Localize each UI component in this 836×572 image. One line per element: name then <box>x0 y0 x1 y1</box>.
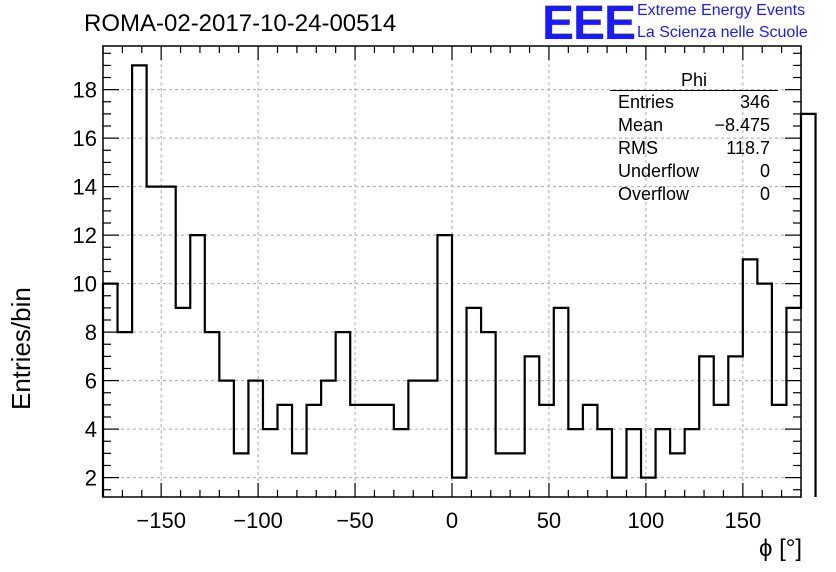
logo-line-2: La Scienza nelle Scuole <box>637 24 808 41</box>
y-tick-label: 16 <box>73 126 97 151</box>
x-axis-label: ϕ [°] <box>758 535 802 562</box>
histogram-bin <box>670 453 685 497</box>
stats-label: Entries <box>618 92 675 112</box>
histogram-bin <box>554 308 569 497</box>
stats-label: Mean <box>618 115 664 135</box>
stats-value: 0 <box>759 161 770 181</box>
histogram-series <box>101 64 817 497</box>
histogram-bin <box>481 332 496 497</box>
histogram-bin <box>452 478 467 497</box>
histogram-bin <box>278 405 293 497</box>
y-tick-label: 8 <box>85 320 97 345</box>
stats-row-rms: RMS 118.7 <box>610 137 778 160</box>
histogram-bin <box>307 405 322 497</box>
histogram-bin <box>597 429 612 497</box>
stats-label: RMS <box>618 138 658 158</box>
histogram-bin <box>379 405 394 497</box>
histogram-bin <box>510 453 525 497</box>
histogram-bin <box>525 356 540 497</box>
histogram-bin <box>205 332 220 497</box>
histogram-bin <box>437 235 452 497</box>
stats-value: 0 <box>759 184 770 204</box>
y-tick-label: 6 <box>85 369 97 394</box>
x-tick-label: 150 <box>724 508 761 533</box>
x-tick-label: −150 <box>136 508 186 533</box>
stats-row-underflow: Underflow 0 <box>610 160 778 183</box>
histogram-bin <box>248 381 263 497</box>
histogram-bin <box>394 429 409 497</box>
histogram-bin <box>714 405 729 497</box>
tick-labels: −150 −100 −50 0 50 100 150 2 4 6 8 10 12 14 16 18 <box>73 78 762 533</box>
histogram-bin <box>568 429 583 497</box>
histogram-bin <box>656 429 671 497</box>
chart-title: ROMA-02-2017-10-24-00514 <box>84 10 397 37</box>
histogram-bin <box>801 114 816 497</box>
stats-box: Phi Entries 346 Mean −8.475 RMS 118.7 Un… <box>610 70 778 206</box>
histogram-bin <box>219 381 234 497</box>
y-tick-label: 4 <box>85 417 97 442</box>
eee-logo: EEE <box>542 0 636 50</box>
histogram-bin <box>757 284 772 497</box>
histogram-bin <box>467 308 482 497</box>
histogram-bin <box>161 187 176 497</box>
histogram-bin <box>772 405 787 497</box>
histogram-bin <box>612 478 627 497</box>
histogram-bin <box>743 259 758 497</box>
stats-row-overflow: Overflow 0 <box>610 183 778 206</box>
histogram-outline <box>101 64 817 497</box>
stats-title: Phi <box>610 70 778 91</box>
y-tick-label: 10 <box>73 272 97 297</box>
stats-value: −8.475 <box>714 115 770 135</box>
histogram-bin <box>408 381 423 497</box>
axes <box>102 45 802 498</box>
x-tick-label: 50 <box>537 508 561 533</box>
x-tick-label: 100 <box>628 508 665 533</box>
x-tick-label: −100 <box>233 508 283 533</box>
y-tick-label: 12 <box>73 223 97 248</box>
stats-row-mean: Mean −8.475 <box>610 114 778 137</box>
histogram-bin <box>147 187 162 497</box>
y-axis-label: Entries/bin <box>6 287 36 410</box>
histogram-bin <box>786 308 801 497</box>
histogram-bin <box>539 405 554 497</box>
histogram-bin <box>365 405 380 497</box>
histogram-bin <box>132 65 147 497</box>
histogram-bin <box>190 235 205 497</box>
histogram-bin <box>234 453 249 497</box>
stats-value: 346 <box>739 92 770 112</box>
y-tick-label: 14 <box>73 175 97 200</box>
histogram-bin <box>627 429 642 497</box>
histogram-bin <box>292 453 307 497</box>
stats-label: Underflow <box>618 161 700 181</box>
x-tick-label: 0 <box>446 508 458 533</box>
histogram-bin <box>336 332 351 497</box>
histogram-bin <box>350 405 365 497</box>
y-tick-label: 2 <box>85 466 97 491</box>
x-tick-label: −50 <box>336 508 373 533</box>
histogram-bin <box>176 308 191 497</box>
histogram-bin <box>728 356 743 497</box>
histogram-bin <box>118 332 133 497</box>
histogram-bin <box>263 429 278 497</box>
histogram-bin <box>423 381 438 497</box>
histogram-bin <box>583 405 598 497</box>
histogram-bin <box>641 478 656 497</box>
histogram-bin <box>496 453 511 497</box>
histogram-bin <box>699 356 714 497</box>
logo-line-1: Extreme Energy Events <box>637 2 806 19</box>
stats-label: Overflow <box>618 184 690 204</box>
stats-value: 118.7 <box>726 138 770 158</box>
y-tick-label: 18 <box>73 78 97 103</box>
stats-row-entries: Entries 346 <box>610 91 778 114</box>
histogram-bin <box>321 381 336 497</box>
histogram-bin <box>685 429 700 497</box>
